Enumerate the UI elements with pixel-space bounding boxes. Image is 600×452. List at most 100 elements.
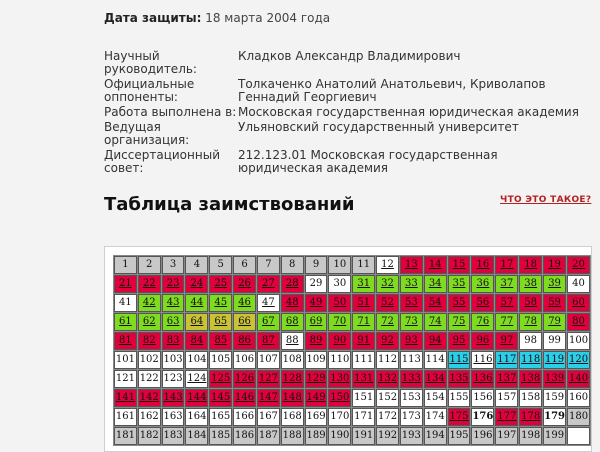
grid-cell-132[interactable]: 132 bbox=[376, 370, 399, 388]
grid-cell-28[interactable]: 28 bbox=[280, 275, 304, 293]
grid-cell-26[interactable]: 26 bbox=[233, 275, 256, 293]
grid-cell-13[interactable]: 13 bbox=[399, 256, 423, 274]
grid-cell-126[interactable]: 126 bbox=[233, 370, 256, 388]
grid-cell-31[interactable]: 31 bbox=[352, 275, 376, 293]
grid-cell-55[interactable]: 55 bbox=[447, 294, 471, 312]
grid-cell-21[interactable]: 21 bbox=[114, 275, 137, 293]
grid-cell-32[interactable]: 32 bbox=[376, 275, 399, 293]
grid-cell-51[interactable]: 51 bbox=[352, 294, 376, 312]
grid-cell-140[interactable]: 140 bbox=[567, 370, 590, 388]
grid-cell-92[interactable]: 92 bbox=[376, 332, 399, 350]
grid-cell-56[interactable]: 56 bbox=[471, 294, 495, 312]
grid-cell-127[interactable]: 127 bbox=[256, 370, 280, 388]
grid-cell-143[interactable]: 143 bbox=[161, 389, 185, 407]
grid-cell-125[interactable]: 125 bbox=[209, 370, 233, 388]
grid-cell-67[interactable]: 67 bbox=[256, 313, 280, 331]
grid-cell-66[interactable]: 66 bbox=[233, 313, 256, 331]
grid-cell-59[interactable]: 59 bbox=[543, 294, 567, 312]
grid-cell-20[interactable]: 20 bbox=[567, 256, 590, 274]
grid-cell-77[interactable]: 77 bbox=[495, 313, 519, 331]
grid-cell-81[interactable]: 81 bbox=[114, 332, 137, 350]
grid-cell-68[interactable]: 68 bbox=[280, 313, 304, 331]
grid-cell-37[interactable]: 37 bbox=[495, 275, 519, 293]
grid-cell-115[interactable]: 115 bbox=[447, 351, 471, 369]
grid-cell-139[interactable]: 139 bbox=[543, 370, 567, 388]
grid-cell-72[interactable]: 72 bbox=[376, 313, 399, 331]
grid-cell-150[interactable]: 150 bbox=[328, 389, 352, 407]
grid-cell-48[interactable]: 48 bbox=[280, 294, 304, 312]
grid-cell-17[interactable]: 17 bbox=[495, 256, 519, 274]
grid-cell-12[interactable]: 12 bbox=[376, 256, 399, 274]
grid-cell-177[interactable]: 177 bbox=[495, 408, 519, 426]
grid-cell-49[interactable]: 49 bbox=[304, 294, 328, 312]
grid-cell-27[interactable]: 27 bbox=[256, 275, 280, 293]
grid-cell-95[interactable]: 95 bbox=[447, 332, 471, 350]
grid-cell-52[interactable]: 52 bbox=[376, 294, 399, 312]
grid-cell-142[interactable]: 142 bbox=[137, 389, 161, 407]
grid-cell-119[interactable]: 119 bbox=[543, 351, 567, 369]
grid-cell-85[interactable]: 85 bbox=[209, 332, 233, 350]
grid-cell-43[interactable]: 43 bbox=[161, 294, 185, 312]
grid-cell-36[interactable]: 36 bbox=[471, 275, 495, 293]
grid-cell-14[interactable]: 14 bbox=[423, 256, 447, 274]
grid-cell-38[interactable]: 38 bbox=[519, 275, 543, 293]
grid-cell-135[interactable]: 135 bbox=[447, 370, 471, 388]
grid-cell-84[interactable]: 84 bbox=[185, 332, 209, 350]
grid-cell-86[interactable]: 86 bbox=[233, 332, 256, 350]
grid-cell-44[interactable]: 44 bbox=[185, 294, 209, 312]
grid-cell-70[interactable]: 70 bbox=[328, 313, 352, 331]
grid-cell-64[interactable]: 64 bbox=[185, 313, 209, 331]
grid-cell-25[interactable]: 25 bbox=[209, 275, 233, 293]
grid-cell-91[interactable]: 91 bbox=[352, 332, 376, 350]
grid-cell-39[interactable]: 39 bbox=[543, 275, 567, 293]
grid-cell-87[interactable]: 87 bbox=[256, 332, 280, 350]
grid-cell-63[interactable]: 63 bbox=[161, 313, 185, 331]
grid-cell-60[interactable]: 60 bbox=[567, 294, 590, 312]
grid-cell-78[interactable]: 78 bbox=[519, 313, 543, 331]
grid-cell-74[interactable]: 74 bbox=[423, 313, 447, 331]
grid-cell-178[interactable]: 178 bbox=[519, 408, 543, 426]
grid-cell-137[interactable]: 137 bbox=[495, 370, 519, 388]
grid-cell-175[interactable]: 175 bbox=[447, 408, 471, 426]
grid-cell-15[interactable]: 15 bbox=[447, 256, 471, 274]
grid-cell-22[interactable]: 22 bbox=[137, 275, 161, 293]
grid-cell-145[interactable]: 145 bbox=[209, 389, 233, 407]
grid-cell-90[interactable]: 90 bbox=[328, 332, 352, 350]
grid-cell-120[interactable]: 120 bbox=[567, 351, 590, 369]
grid-cell-82[interactable]: 82 bbox=[137, 332, 161, 350]
grid-cell-65[interactable]: 65 bbox=[209, 313, 233, 331]
grid-cell-141[interactable]: 141 bbox=[114, 389, 137, 407]
grid-cell-149[interactable]: 149 bbox=[304, 389, 328, 407]
grid-cell-88[interactable]: 88 bbox=[280, 332, 304, 350]
grid-cell-89[interactable]: 89 bbox=[304, 332, 328, 350]
grid-cell-133[interactable]: 133 bbox=[399, 370, 423, 388]
grid-cell-130[interactable]: 130 bbox=[328, 370, 352, 388]
grid-cell-53[interactable]: 53 bbox=[399, 294, 423, 312]
grid-cell-73[interactable]: 73 bbox=[399, 313, 423, 331]
grid-cell-69[interactable]: 69 bbox=[304, 313, 328, 331]
grid-cell-33[interactable]: 33 bbox=[399, 275, 423, 293]
grid-cell-97[interactable]: 97 bbox=[495, 332, 519, 350]
grid-cell-124[interactable]: 124 bbox=[185, 370, 209, 388]
grid-cell-144[interactable]: 144 bbox=[185, 389, 209, 407]
grid-cell-57[interactable]: 57 bbox=[495, 294, 519, 312]
grid-cell-128[interactable]: 128 bbox=[280, 370, 304, 388]
grid-cell-76[interactable]: 76 bbox=[471, 313, 495, 331]
what-is-this-link[interactable]: ЧТО ЭТО ТАКОЕ? bbox=[500, 195, 592, 205]
grid-cell-134[interactable]: 134 bbox=[423, 370, 447, 388]
grid-cell-46[interactable]: 46 bbox=[233, 294, 256, 312]
grid-cell-58[interactable]: 58 bbox=[519, 294, 543, 312]
grid-cell-47[interactable]: 47 bbox=[256, 294, 280, 312]
grid-cell-61[interactable]: 61 bbox=[114, 313, 137, 331]
grid-cell-79[interactable]: 79 bbox=[543, 313, 567, 331]
grid-cell-54[interactable]: 54 bbox=[423, 294, 447, 312]
grid-cell-96[interactable]: 96 bbox=[471, 332, 495, 350]
grid-cell-16[interactable]: 16 bbox=[471, 256, 495, 274]
grid-cell-93[interactable]: 93 bbox=[399, 332, 423, 350]
grid-cell-75[interactable]: 75 bbox=[447, 313, 471, 331]
grid-cell-138[interactable]: 138 bbox=[519, 370, 543, 388]
grid-cell-80[interactable]: 80 bbox=[567, 313, 590, 331]
grid-cell-71[interactable]: 71 bbox=[352, 313, 376, 331]
grid-cell-42[interactable]: 42 bbox=[137, 294, 161, 312]
grid-cell-148[interactable]: 148 bbox=[280, 389, 304, 407]
